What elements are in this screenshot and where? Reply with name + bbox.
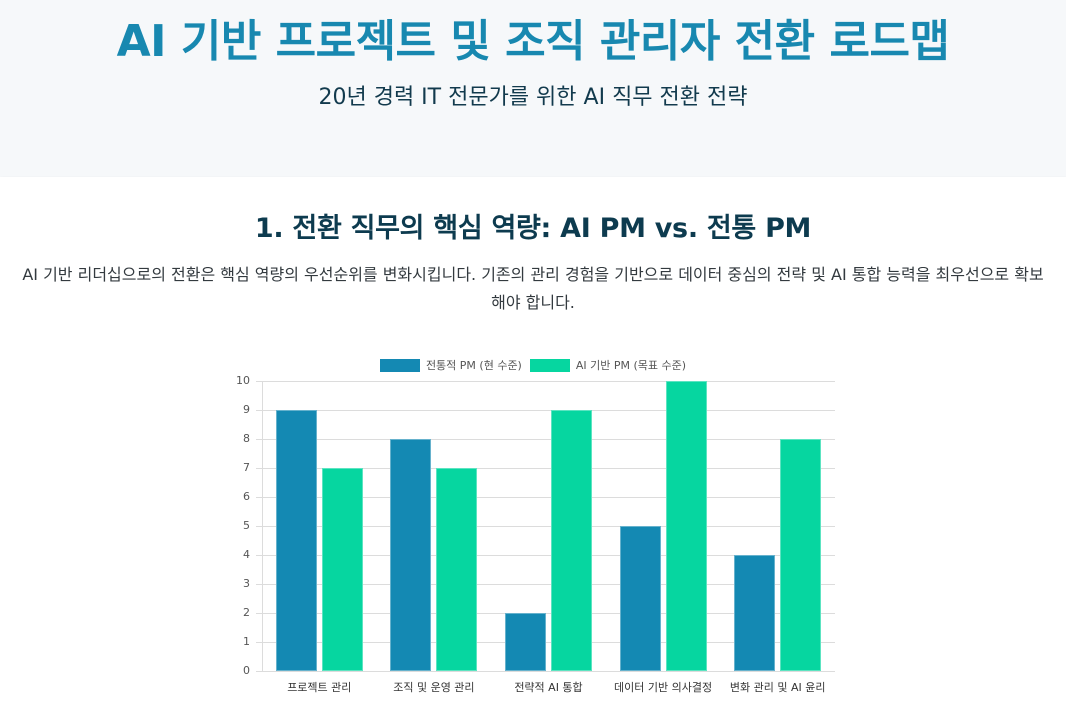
page-subtitle: 20년 경력 IT 전문가를 위한 AI 직무 전환 전략	[318, 85, 748, 110]
y-tick-label: 5	[243, 519, 250, 532]
gridline	[256, 439, 835, 440]
x-tick-label: 전략적 AI 통합	[514, 681, 583, 694]
gridline	[256, 497, 835, 498]
y-tick-label: 9	[243, 403, 250, 416]
bar-ai[interactable]	[551, 410, 592, 671]
page-header: AI 기반 프로젝트 및 조직 관리자 전환 로드맵 20년 경력 IT 전문가…	[0, 0, 1066, 177]
bar-ai[interactable]	[665, 381, 707, 671]
bar-ai[interactable]	[321, 468, 363, 671]
y-tick-label: 3	[243, 577, 250, 590]
gridline	[256, 381, 835, 382]
legend-item-ai[interactable]: AI 기반 PM (목표 수준)	[529, 357, 687, 373]
gridline	[256, 526, 835, 527]
x-tick-label: 데이터 기반 의사결정	[614, 681, 713, 694]
bar-ai[interactable]	[436, 468, 478, 671]
x-tick-label: 프로젝트 관리	[287, 681, 352, 694]
gridline	[256, 671, 835, 672]
bar-traditional[interactable]	[505, 613, 546, 671]
bar-traditional[interactable]	[390, 439, 432, 671]
bar-traditional[interactable]	[619, 526, 661, 671]
x-tick-label: 변화 관리 및 AI 윤리	[729, 681, 826, 694]
y-tick-label: 1	[243, 635, 250, 648]
legend-swatch-traditional	[379, 358, 420, 372]
bar-traditional[interactable]	[734, 555, 776, 671]
x-tick-label: 조직 및 운영 관리	[393, 681, 475, 694]
page-title: AI 기반 프로젝트 및 조직 관리자 전환 로드맵	[116, 16, 950, 67]
bar-ai[interactable]	[780, 439, 822, 671]
y-tick-label: 10	[236, 374, 250, 387]
gridline	[256, 468, 835, 469]
legend-label-ai: AI 기반 PM (목표 수준)	[575, 359, 687, 372]
y-tick-label: 2	[243, 606, 250, 619]
section-title: 1. 전환 직무의 핵심 역량: AI PM vs. 전통 PM	[254, 213, 812, 244]
y-tick-label: 0	[243, 664, 250, 677]
legend-item-traditional[interactable]: 전통적 PM (현 수준)	[379, 357, 522, 373]
gridline	[256, 555, 835, 556]
y-tick-label: 7	[243, 461, 250, 474]
bar-traditional[interactable]	[275, 410, 317, 671]
y-tick-label: 6	[243, 490, 250, 503]
chart-legend: 전통적 PM (현 수준) AI 기반 PM (목표 수준)	[0, 357, 1066, 373]
y-tick-label: 4	[243, 548, 250, 561]
legend-swatch-ai	[529, 358, 570, 372]
plot-area: 0 1 2 3 4 5 6 7 8 9 10 프로젝트 관리 조직 및 운영 관리 전략적 AI 통합 데이…	[236, 375, 835, 694]
section-description: AI 기반 리더십으로의 전환은 핵심 역량의 우선순위를 변화시킵니다. 기존…	[22, 265, 1044, 312]
y-tick-label: 8	[243, 432, 250, 445]
gridline	[256, 584, 835, 585]
gridline	[256, 410, 835, 411]
legend-label-traditional: 전통적 PM (현 수준)	[425, 359, 522, 372]
